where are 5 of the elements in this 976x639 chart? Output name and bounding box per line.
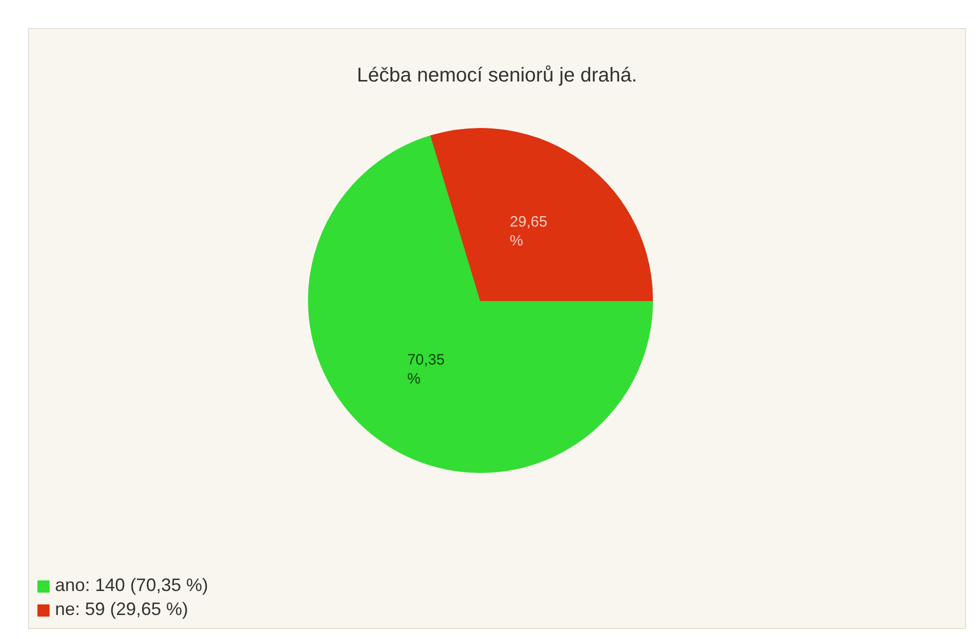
chart-title: Léčba nemocí seniorů je drahá. bbox=[356, 64, 638, 86]
data-label: 29,65 % bbox=[510, 214, 548, 250]
data-label: 70,35 % bbox=[407, 352, 445, 388]
legend-label: ano: 140 (70,35 %) bbox=[55, 575, 208, 596]
legend-label: ne: 59 (29,65 %) bbox=[55, 599, 188, 620]
